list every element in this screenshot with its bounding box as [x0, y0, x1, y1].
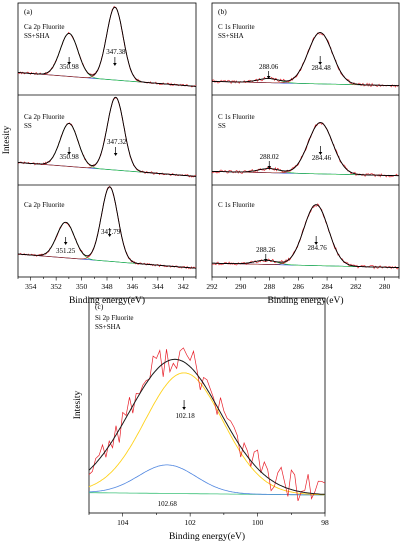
fit-peak-350.98 — [18, 33, 197, 87]
raw-spectrum — [88, 347, 326, 502]
peak-label: 350.98 — [59, 63, 79, 71]
x-tick-label: 348 — [101, 282, 113, 291]
peak-label: 102.18 — [175, 412, 195, 420]
peak-arrowhead — [113, 153, 118, 156]
peak-arrowhead — [67, 152, 71, 155]
raw-spectrum — [211, 203, 399, 270]
fit-peak-284.76 — [212, 204, 399, 268]
plot-frame — [211, 2, 400, 278]
spectrum-label: Ca 2p Fluorite — [24, 201, 64, 209]
x-tick-label: 282 — [350, 282, 362, 291]
spectrum-label: Si 2p Fluorite — [95, 314, 134, 322]
x-tick-label: 290 — [235, 282, 247, 291]
peak-label: 351.25 — [56, 247, 76, 255]
spectrum-label: SS+SHA — [218, 32, 244, 40]
x-tick-label: 284 — [321, 282, 333, 291]
panel-a: 354 352 350 348 346 344 342 Binding energy(eV) I… — [2, 2, 197, 306]
spectrum-label: C 1s Fluorite — [218, 201, 255, 209]
panel-label: (a) — [24, 7, 33, 16]
peak-label: 284.48 — [312, 64, 332, 72]
y-axis-label: Intesity — [73, 391, 83, 420]
peak-arrowhead — [314, 242, 318, 245]
envelope-fit — [212, 32, 399, 87]
x-axis-label: Binding energy(eV) — [69, 295, 145, 306]
peak-arrowhead — [267, 166, 272, 169]
peak-arrowhead — [318, 62, 322, 65]
spectrum-label: Ca 2p Fluorite — [24, 23, 64, 31]
peak-arrowhead — [318, 152, 323, 155]
envelope-fit — [18, 96, 197, 177]
panel-c: 104 102 100 98 Binding energy(eV) Intesity (c)… — [73, 297, 329, 542]
x-axis-label: Binding energy(eV) — [169, 531, 245, 542]
spectrum-label: C 1s Fluorite — [218, 113, 255, 121]
x-tick-label: 288 — [264, 282, 276, 291]
peak-label: 347.38 — [106, 48, 126, 56]
peak-arrowhead — [266, 76, 271, 79]
x-tick-label: 350 — [76, 282, 88, 291]
peak-label: 288.26 — [256, 246, 276, 254]
x-tick-label: 286 — [293, 282, 305, 291]
spectrum-3: C 1s Fluorite 288.26 284.76 — [211, 201, 400, 270]
spectrum-label: SS+SHA — [24, 32, 50, 40]
peak-label: 347.79 — [101, 228, 121, 236]
envelope-fit — [212, 122, 399, 177]
envelope-fit — [88, 358, 325, 495]
peak-label: 288.06 — [259, 63, 279, 71]
envelope-fit — [212, 204, 399, 269]
fit-peak-102.18 — [88, 372, 325, 496]
peak-arrowhead — [113, 63, 117, 66]
x-tick-label: 280 — [379, 282, 391, 291]
peak-arrowhead — [63, 242, 68, 245]
x-tick-label: 100 — [252, 518, 264, 527]
peak-arrowhead — [67, 62, 71, 65]
envelope-fit — [17, 186, 196, 269]
x-tick-label: 98 — [321, 518, 329, 527]
peak-label: 284.46 — [312, 154, 332, 162]
peak-label: 347.32 — [107, 138, 127, 146]
panel-label: (b) — [218, 7, 227, 16]
x-tick-label: 342 — [178, 282, 190, 291]
peak-arrowhead — [263, 259, 268, 262]
peak-label: 284.76 — [308, 244, 328, 252]
envelope-fit — [18, 6, 197, 87]
peak-label: 102.68 — [158, 500, 178, 508]
x-tick-label: 346 — [127, 282, 139, 291]
fit-peak-350.98 — [18, 123, 197, 177]
x-axis-label: Binding energy(eV) — [267, 295, 343, 306]
spectrum-label: SS — [218, 122, 226, 130]
x-tick-label: 354 — [25, 282, 37, 291]
peak-label: 288.02 — [260, 153, 280, 161]
panel-b: 292 290 288 286 284 282 280 Binding energy(eV) (… — [206, 2, 400, 306]
spectrum-label: C 1s Fluorite — [218, 23, 255, 31]
spectrum-label: SS — [24, 122, 32, 130]
spectrum-label: SS+SHA — [95, 323, 121, 331]
x-tick-label: 104 — [117, 518, 129, 527]
x-tick-label: 102 — [185, 518, 197, 527]
x-tick-label: 352 — [51, 282, 63, 291]
spectrum-label: Ca 2p Fluorite — [24, 113, 64, 121]
peak-label: 350.98 — [59, 153, 79, 161]
y-axis-label: Intesity — [2, 126, 12, 155]
fit-peak-102.68 — [88, 464, 325, 496]
panel-label: (c) — [95, 302, 104, 311]
plot-frame — [88, 297, 326, 514]
x-tick-label: 292 — [206, 282, 218, 291]
peak-arrowhead — [182, 407, 186, 410]
peak-arrowhead — [107, 234, 112, 237]
x-tick-label: 344 — [152, 282, 164, 291]
